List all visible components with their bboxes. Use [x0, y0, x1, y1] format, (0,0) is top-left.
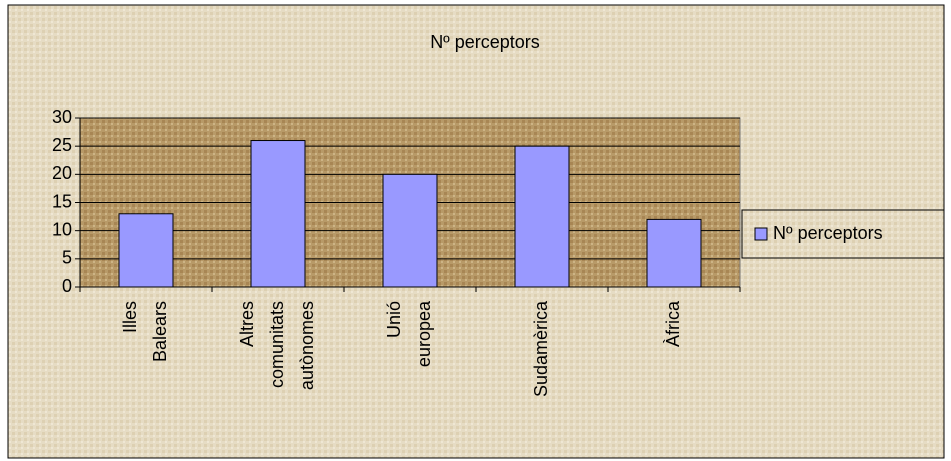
legend: [741, 209, 945, 259]
x-tick-label: Altres: [237, 301, 257, 347]
y-tick-label: 15: [52, 191, 72, 211]
x-tick-label: comunitats: [267, 301, 287, 388]
x-tick-label: autònomes: [297, 301, 317, 390]
x-tick-label: Unió: [384, 301, 404, 338]
y-tick-label: 0: [62, 276, 72, 296]
bar: [382, 173, 438, 288]
y-tick-label: 10: [52, 219, 72, 239]
bar: [514, 145, 570, 288]
x-tick-label: Balears: [150, 301, 170, 362]
bar: [646, 218, 702, 288]
bar: [250, 140, 306, 288]
legend-label: Nº perceptors: [773, 223, 883, 243]
legend-swatch: [754, 227, 768, 241]
bar: [118, 213, 174, 288]
y-tick-label: 20: [52, 163, 72, 183]
x-tick-label: Àfrica: [663, 300, 683, 347]
x-tick-label: Sudamèrica: [531, 300, 551, 397]
y-tick-label: 5: [62, 248, 72, 268]
x-tick-label: Illes: [120, 301, 140, 333]
x-tick-label: europea: [414, 300, 434, 367]
y-tick-label: 30: [52, 107, 72, 127]
y-tick-label: 25: [52, 135, 72, 155]
chart-title: Nº perceptors: [430, 32, 540, 52]
